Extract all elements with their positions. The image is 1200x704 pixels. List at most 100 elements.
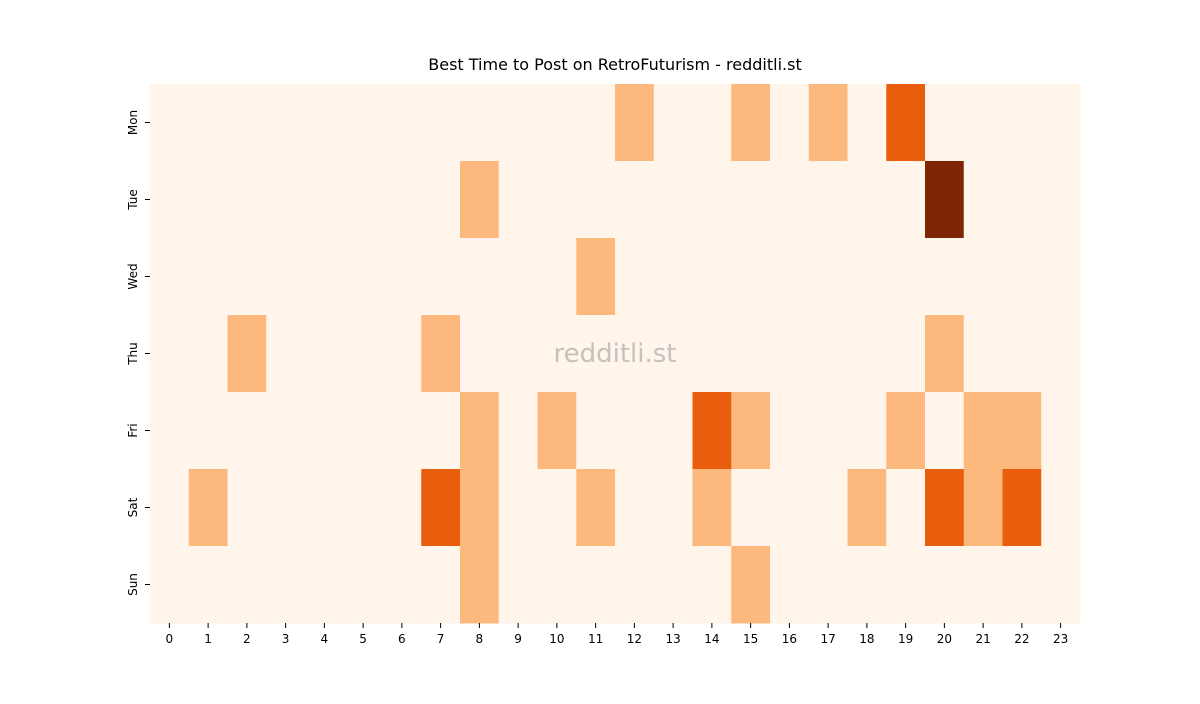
heatmap-cell xyxy=(808,315,848,393)
heatmap-cell xyxy=(808,546,848,624)
heatmap-cell xyxy=(615,238,655,316)
heatmap-cell xyxy=(847,315,887,393)
heatmap-cell xyxy=(227,546,267,624)
y-tick-label: Sat xyxy=(126,497,140,517)
heatmap-cell xyxy=(188,161,228,239)
heatmap-cell xyxy=(847,546,887,624)
heatmap-cell xyxy=(305,315,345,393)
heatmap-cell xyxy=(382,392,422,470)
heatmap-cell xyxy=(808,392,848,470)
x-tick-label: 7 xyxy=(437,632,445,646)
heatmap-cell xyxy=(1041,84,1081,162)
heatmap-cell xyxy=(963,469,1003,547)
heatmap-cell xyxy=(731,469,771,547)
y-tick-label: Sun xyxy=(126,573,140,596)
heatmap-cell xyxy=(731,315,771,393)
heatmap-cell xyxy=(421,392,461,470)
heatmap-cell xyxy=(576,392,616,470)
heatmap-cell xyxy=(886,392,926,470)
heatmap-cell xyxy=(460,84,500,162)
heatmap-cell xyxy=(305,238,345,316)
heatmap-cell xyxy=(692,546,732,624)
heatmap-cell xyxy=(460,315,500,393)
heatmap-cell xyxy=(150,392,190,470)
heatmap-cell xyxy=(150,315,190,393)
heatmap-cell xyxy=(498,161,538,239)
heatmap-cell xyxy=(150,238,190,316)
heatmap-cell xyxy=(498,84,538,162)
heatmap-cell xyxy=(886,238,926,316)
watermark: redditli.st xyxy=(554,339,677,369)
heatmap-cell xyxy=(266,392,306,470)
heatmap-cell xyxy=(925,469,965,547)
heatmap-cell xyxy=(188,84,228,162)
x-tick-label: 12 xyxy=(627,632,642,646)
heatmap-cell xyxy=(615,392,655,470)
heatmap-cell xyxy=(770,392,810,470)
heatmap-cell xyxy=(653,392,693,470)
chart-title: Best Time to Post on RetroFuturism - red… xyxy=(428,55,801,74)
heatmap-cell xyxy=(150,469,190,547)
heatmap-cell xyxy=(692,315,732,393)
heatmap-cell xyxy=(421,469,461,547)
x-tick-label: 3 xyxy=(282,632,290,646)
heatmap-cell xyxy=(847,161,887,239)
heatmap-cell xyxy=(963,546,1003,624)
x-tick-label: 9 xyxy=(514,632,522,646)
heatmap-cell xyxy=(227,392,267,470)
heatmap-cell xyxy=(692,392,732,470)
heatmap-cell xyxy=(498,315,538,393)
heatmap-cell xyxy=(227,315,267,393)
heatmap-cell xyxy=(692,161,732,239)
heatmap-cell xyxy=(227,238,267,316)
heatmap-cell xyxy=(343,315,383,393)
heatmap-cell xyxy=(227,469,267,547)
heatmap-cell xyxy=(1041,469,1081,547)
heatmap-cell xyxy=(1002,392,1042,470)
heatmap-cell xyxy=(1041,392,1081,470)
heatmap-cell xyxy=(615,546,655,624)
heatmap-cell xyxy=(576,84,616,162)
x-tick-label: 23 xyxy=(1053,632,1068,646)
heatmap-cell xyxy=(382,469,422,547)
heatmap-cell xyxy=(305,546,345,624)
heatmap-cell xyxy=(731,84,771,162)
heatmap-cell xyxy=(537,546,577,624)
x-tick-label: 21 xyxy=(975,632,990,646)
heatmap-cell xyxy=(382,238,422,316)
x-tick-label: 11 xyxy=(588,632,603,646)
heatmap-cell xyxy=(615,84,655,162)
heatmap-cell xyxy=(925,546,965,624)
heatmap-cell xyxy=(808,238,848,316)
heatmap-cell xyxy=(770,469,810,547)
heatmap-cell xyxy=(188,392,228,470)
heatmap-cell xyxy=(731,238,771,316)
heatmap-cell xyxy=(188,546,228,624)
heatmap-cell xyxy=(537,315,577,393)
heatmap-cell xyxy=(1002,315,1042,393)
heatmap-cell xyxy=(886,469,926,547)
heatmap-cell xyxy=(266,84,306,162)
heatmap-cell xyxy=(963,84,1003,162)
heatmap-cell xyxy=(421,84,461,162)
x-tick-label: 15 xyxy=(743,632,758,646)
heatmap-cell xyxy=(770,161,810,239)
heatmap-cell xyxy=(266,315,306,393)
y-tick-label: Mon xyxy=(126,110,140,135)
heatmap-cell xyxy=(188,238,228,316)
heatmap-cell xyxy=(770,546,810,624)
heatmap-cell xyxy=(537,392,577,470)
heatmap-cell xyxy=(498,392,538,470)
heatmap-cell xyxy=(305,161,345,239)
heatmap-cell xyxy=(808,161,848,239)
x-tick-label: 0 xyxy=(166,632,174,646)
heatmap-cell xyxy=(886,84,926,162)
heatmap-cell xyxy=(150,546,190,624)
heatmap-cell xyxy=(343,84,383,162)
heatmap-cell xyxy=(731,161,771,239)
heatmap-cell xyxy=(770,84,810,162)
heatmap-cell xyxy=(692,469,732,547)
heatmap-cell xyxy=(886,546,926,624)
heatmap-cell xyxy=(343,238,383,316)
x-tick-label: 2 xyxy=(243,632,251,646)
